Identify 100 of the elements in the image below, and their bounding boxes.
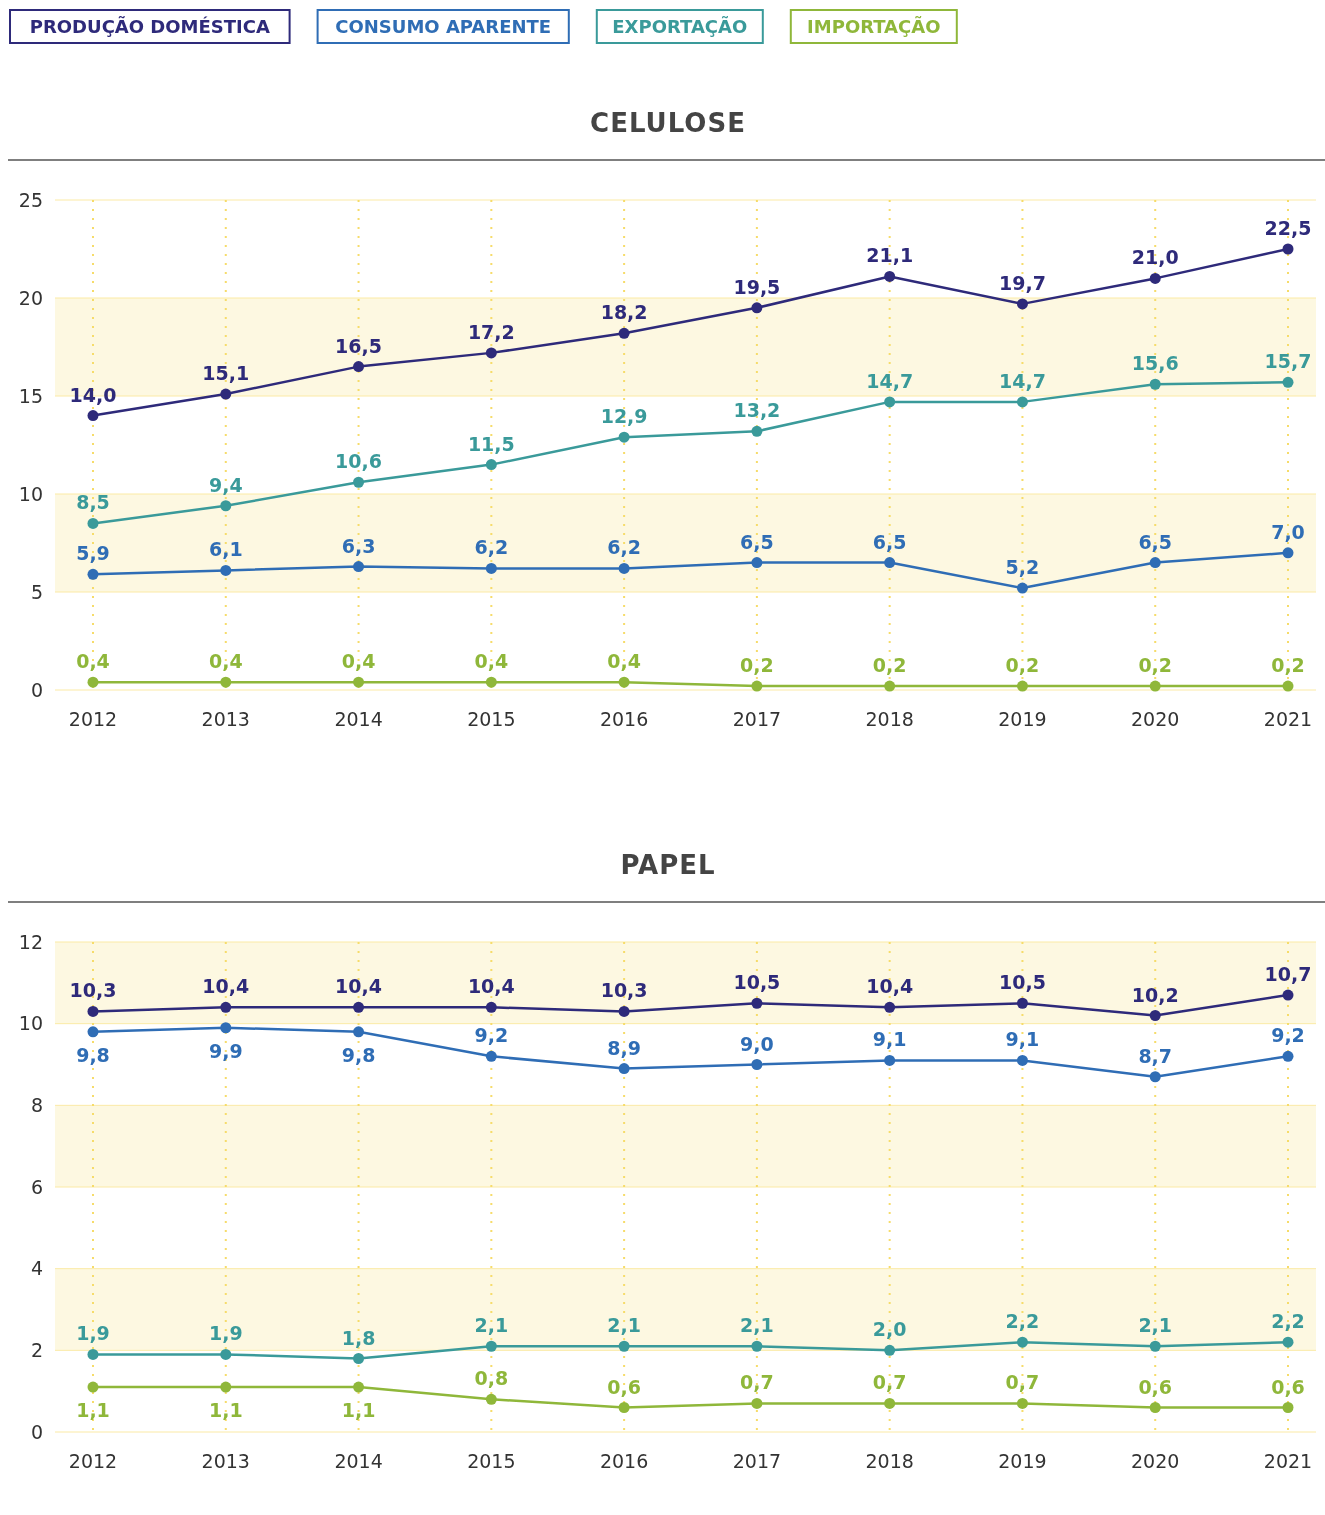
point xyxy=(1016,582,1028,594)
data-label: 8,5 xyxy=(76,491,110,514)
data-label: 11,5 xyxy=(467,432,515,455)
data-label: 9,2 xyxy=(474,1024,509,1047)
data-label: 10,6 xyxy=(335,450,382,473)
y-tick-label: 15 xyxy=(18,384,43,407)
data-label: 0,2 xyxy=(872,654,907,677)
point xyxy=(884,680,896,692)
point xyxy=(87,410,99,422)
data-label: 10,7 xyxy=(1264,963,1312,986)
data-label: 1,9 xyxy=(208,1322,243,1345)
point xyxy=(353,561,365,573)
point xyxy=(220,1022,232,1034)
data-label: 0,2 xyxy=(1138,654,1173,677)
data-label: 0,7 xyxy=(740,1371,774,1394)
point xyxy=(220,388,232,400)
x-tick-label: 2015 xyxy=(467,708,516,730)
point xyxy=(1016,396,1028,408)
chart-title: CELULOSE xyxy=(590,108,746,138)
data-label: 1,1 xyxy=(208,1399,243,1422)
data-label: 9,0 xyxy=(740,1032,774,1055)
text: PRODUÇÃO DOMÉSTICA xyxy=(29,15,270,37)
data-label: 15,6 xyxy=(1131,352,1179,375)
point xyxy=(353,476,365,488)
point xyxy=(1282,1402,1294,1413)
point xyxy=(220,1381,232,1393)
data-label: 0,6 xyxy=(1138,1375,1173,1398)
point xyxy=(353,1001,365,1013)
data-label: 2,1 xyxy=(474,1314,509,1337)
data-label: 0,6 xyxy=(607,1375,641,1398)
point xyxy=(618,562,630,574)
data-label: 18,2 xyxy=(600,301,648,324)
text: IMPORTAÇÃO xyxy=(807,15,941,37)
data-label: 9,4 xyxy=(208,473,243,496)
data-label: 9,8 xyxy=(76,1043,110,1066)
data-label: 7,0 xyxy=(1271,520,1305,543)
text: CONSUMO APARENTE xyxy=(335,16,552,37)
point xyxy=(220,500,232,512)
data-label: 1,8 xyxy=(341,1326,376,1349)
point xyxy=(1016,1397,1028,1409)
point xyxy=(87,1005,99,1017)
y-tick-label: 5 xyxy=(30,580,43,603)
point xyxy=(1149,1402,1161,1413)
data-label: 0,4 xyxy=(474,650,509,673)
point xyxy=(1149,557,1161,569)
point xyxy=(751,1059,763,1070)
point xyxy=(1149,680,1161,692)
data-label: 0,4 xyxy=(341,650,376,673)
data-label: 6,5 xyxy=(872,530,907,553)
point xyxy=(485,1050,497,1062)
point xyxy=(884,270,896,282)
y-tick-label: 25 xyxy=(18,188,43,211)
y-tick-label: 10 xyxy=(18,1012,43,1035)
data-label: 15,7 xyxy=(1264,350,1312,373)
data-label: 2,2 xyxy=(1271,1310,1305,1333)
data-label: 10,4 xyxy=(866,975,914,998)
point xyxy=(884,1054,896,1066)
point xyxy=(884,1397,896,1409)
data-label: 10,4 xyxy=(202,975,250,998)
y-tick-label: 6 xyxy=(30,1175,43,1198)
point xyxy=(485,562,497,574)
point xyxy=(618,676,630,688)
x-tick-label: 2012 xyxy=(68,708,118,730)
point xyxy=(1149,272,1161,284)
point xyxy=(87,568,99,580)
point xyxy=(1016,680,1028,692)
point xyxy=(884,557,896,569)
data-label: 8,9 xyxy=(607,1036,641,1059)
y-tick-label: 20 xyxy=(18,286,43,309)
point xyxy=(353,1353,365,1364)
x-tick-label: 2021 xyxy=(1263,708,1313,730)
point xyxy=(751,302,763,314)
data-label: 0,4 xyxy=(208,650,243,673)
data-label: 0,8 xyxy=(474,1367,509,1390)
x-tick-label: 2012 xyxy=(68,1450,118,1472)
data-label: 12,9 xyxy=(600,405,648,428)
data-label: 1,1 xyxy=(341,1399,376,1422)
point xyxy=(1149,1340,1161,1352)
data-label: 0,6 xyxy=(1271,1375,1305,1398)
x-tick-label: 2018 xyxy=(865,708,914,730)
data-label: 9,1 xyxy=(1005,1028,1040,1051)
point xyxy=(353,1381,365,1393)
data-label: 6,1 xyxy=(208,538,243,561)
x-tick-label: 2016 xyxy=(599,708,649,730)
y-tick-label: 0 xyxy=(30,678,43,701)
data-label: 6,2 xyxy=(607,536,641,559)
data-label: 2,2 xyxy=(1005,1310,1040,1333)
point xyxy=(87,676,99,688)
data-label: 8,7 xyxy=(1138,1044,1173,1067)
point xyxy=(87,1026,99,1038)
point xyxy=(87,1381,99,1393)
point xyxy=(220,1348,232,1360)
data-label: 0,7 xyxy=(872,1371,907,1394)
x-tick-label: 2013 xyxy=(201,1450,250,1472)
data-label: 14,7 xyxy=(999,369,1046,392)
point xyxy=(353,676,365,688)
data-label: 2,1 xyxy=(1138,1314,1173,1337)
x-tick-label: 2014 xyxy=(334,708,383,730)
data-label: 5,2 xyxy=(1005,556,1040,579)
point xyxy=(485,676,497,688)
